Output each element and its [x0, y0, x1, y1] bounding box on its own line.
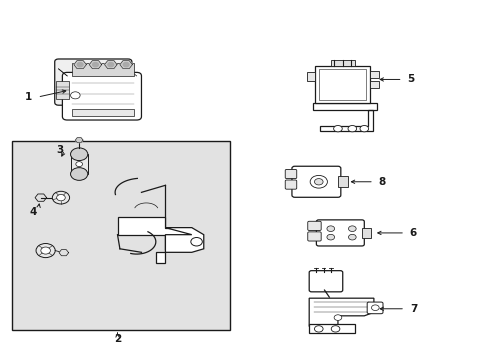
Polygon shape — [59, 249, 68, 256]
Circle shape — [70, 92, 80, 99]
Polygon shape — [89, 61, 102, 69]
Polygon shape — [117, 217, 191, 235]
FancyBboxPatch shape — [62, 72, 141, 120]
Circle shape — [70, 148, 88, 161]
FancyBboxPatch shape — [307, 232, 321, 241]
Circle shape — [108, 63, 113, 67]
Polygon shape — [312, 103, 377, 131]
Circle shape — [309, 175, 327, 188]
FancyBboxPatch shape — [285, 170, 296, 179]
Circle shape — [347, 126, 356, 132]
Circle shape — [348, 226, 355, 231]
Bar — [12, 141, 230, 330]
Circle shape — [359, 126, 368, 132]
Text: 8: 8 — [378, 177, 385, 187]
Bar — [72, 109, 134, 117]
Circle shape — [371, 305, 378, 311]
Text: 1: 1 — [25, 92, 32, 102]
Circle shape — [52, 191, 69, 204]
Text: 4: 4 — [30, 207, 37, 217]
FancyBboxPatch shape — [308, 271, 342, 292]
Text: 5: 5 — [407, 75, 414, 85]
Bar — [306, 72, 315, 81]
Circle shape — [41, 247, 50, 254]
Circle shape — [326, 226, 334, 231]
Circle shape — [70, 168, 88, 180]
Circle shape — [326, 234, 334, 240]
Bar — [315, 66, 369, 103]
Circle shape — [314, 179, 323, 185]
Circle shape — [333, 315, 341, 320]
Bar — [369, 81, 378, 88]
FancyBboxPatch shape — [55, 59, 132, 105]
Circle shape — [333, 126, 342, 132]
Bar — [369, 71, 378, 78]
Text: 2: 2 — [114, 334, 121, 345]
Polygon shape — [35, 194, 46, 201]
Bar — [56, 81, 68, 99]
Polygon shape — [165, 228, 203, 252]
Bar — [330, 60, 354, 66]
Text: 3: 3 — [56, 145, 63, 155]
Circle shape — [36, 243, 55, 258]
Circle shape — [77, 63, 83, 67]
Bar — [361, 228, 370, 238]
Bar — [318, 69, 366, 100]
FancyBboxPatch shape — [366, 302, 382, 314]
Circle shape — [92, 63, 98, 67]
Circle shape — [123, 63, 129, 67]
Polygon shape — [308, 324, 354, 333]
FancyBboxPatch shape — [285, 180, 296, 189]
Circle shape — [348, 234, 355, 240]
FancyBboxPatch shape — [316, 220, 364, 246]
Circle shape — [76, 162, 82, 167]
FancyBboxPatch shape — [291, 166, 340, 197]
Polygon shape — [75, 138, 83, 143]
Circle shape — [57, 194, 65, 201]
Polygon shape — [156, 252, 165, 263]
Polygon shape — [308, 298, 373, 327]
Bar — [337, 176, 347, 187]
Text: 6: 6 — [409, 228, 416, 238]
FancyBboxPatch shape — [307, 221, 321, 230]
Polygon shape — [74, 61, 86, 69]
Bar — [72, 63, 134, 76]
Polygon shape — [104, 61, 117, 69]
Polygon shape — [120, 61, 132, 69]
Circle shape — [190, 238, 202, 246]
Circle shape — [330, 326, 339, 332]
Text: 7: 7 — [409, 304, 416, 314]
Bar — [70, 154, 88, 174]
Circle shape — [314, 326, 323, 332]
